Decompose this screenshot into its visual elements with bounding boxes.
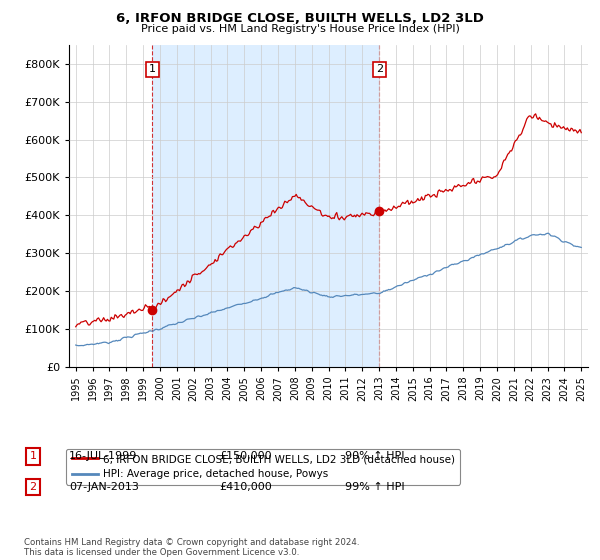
Text: 6, IRFON BRIDGE CLOSE, BUILTH WELLS, LD2 3LD: 6, IRFON BRIDGE CLOSE, BUILTH WELLS, LD2… [116,12,484,25]
Text: 07-JAN-2013: 07-JAN-2013 [69,482,139,492]
Text: 2: 2 [376,64,383,74]
Text: 1: 1 [29,451,37,461]
Text: Price paid vs. HM Land Registry's House Price Index (HPI): Price paid vs. HM Land Registry's House … [140,24,460,34]
Text: 99% ↑ HPI: 99% ↑ HPI [345,482,404,492]
Text: £150,000: £150,000 [219,451,272,461]
Legend: 6, IRFON BRIDGE CLOSE, BUILTH WELLS, LD2 3LD (detached house), HPI: Average pric: 6, IRFON BRIDGE CLOSE, BUILTH WELLS, LD2… [67,449,460,484]
Text: 1: 1 [149,64,156,74]
Text: 2: 2 [29,482,37,492]
Text: 16-JUL-1999: 16-JUL-1999 [69,451,137,461]
Text: Contains HM Land Registry data © Crown copyright and database right 2024.
This d: Contains HM Land Registry data © Crown c… [24,538,359,557]
Text: 90% ↑ HPI: 90% ↑ HPI [345,451,404,461]
Bar [152,45,379,367]
Text: £410,000: £410,000 [219,482,272,492]
